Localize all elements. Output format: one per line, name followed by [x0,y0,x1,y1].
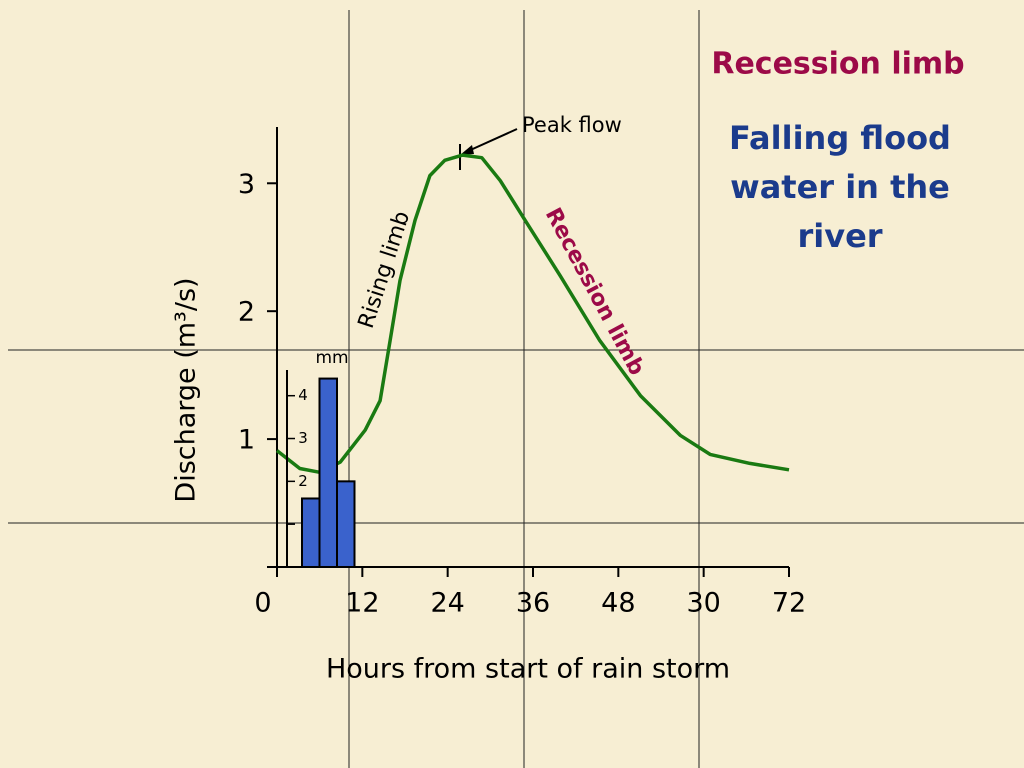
x-tick-label: 72 [772,588,806,619]
x-tick-label: 12 [345,588,379,619]
rain-bar [336,480,356,569]
x-tick-label: 48 [601,588,635,619]
bar-y-tick-label: 2 [298,472,308,490]
side-text: Falling flood [729,119,951,157]
bar-y-tick-label: 3 [298,429,308,447]
x-tick-label: 30 [686,588,720,619]
y-tick-label: 2 [238,297,255,328]
bar-axis-label: mm [315,348,348,368]
y-tick-label: 1 [238,425,255,456]
x-tick-label: 0 [254,588,271,619]
slide-guides [8,10,1024,768]
side-heading: Recession limb [711,47,964,82]
arrow-head [460,145,474,155]
rain-bar [318,377,338,568]
y-tick-label: 3 [238,169,255,200]
x-tick-label: 24 [430,588,464,619]
arrow-shaft [465,128,518,153]
annotation: Peak flow [522,113,622,137]
side-text: water in the [730,168,950,206]
x-axis-label: Hours from start of rain storm [326,654,730,685]
rain-bar [301,497,321,569]
side-text: river [797,217,882,255]
discharge-line [275,153,790,475]
bar-y-tick-label: 4 [298,386,308,404]
x-tick-label: 36 [516,588,550,619]
y-axis-label: Discharge (m³/s) [171,277,202,502]
